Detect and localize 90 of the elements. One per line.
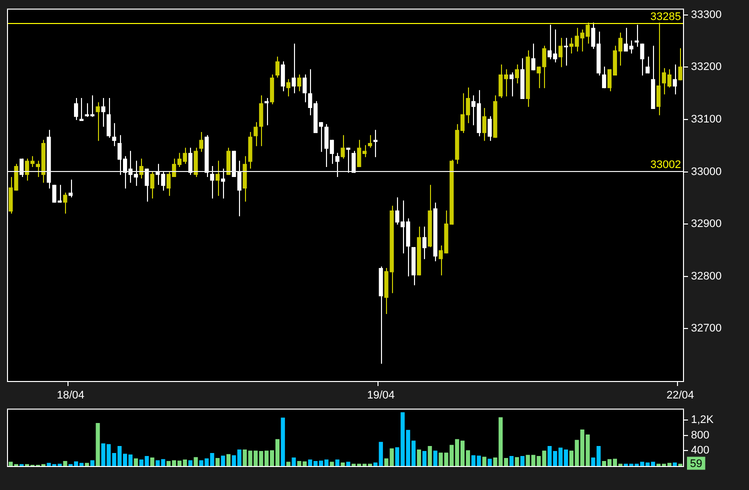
- candlestick: [292, 43, 296, 94]
- bar: [216, 458, 220, 466]
- bar: [340, 462, 345, 466]
- bar: [194, 457, 198, 466]
- y-tick-label: 32900: [691, 218, 722, 230]
- candlestick: [63, 192, 68, 214]
- candlestick: [106, 98, 111, 138]
- y-tick-label: 33300: [691, 8, 722, 21]
- candlestick: [564, 37, 568, 66]
- bar: [286, 462, 290, 466]
- y-tick-label: 33000: [691, 166, 722, 178]
- candlestick: [422, 226, 426, 260]
- candlestick: [482, 107, 486, 142]
- bar: [330, 462, 334, 466]
- candlestick: [531, 43, 536, 71]
- candlestick: [188, 147, 192, 176]
- y-tick-label: 1,2K: [691, 414, 714, 426]
- x-tick-label: 18/04: [56, 390, 84, 402]
- candlestick: [488, 116, 492, 142]
- candlestick: [509, 72, 514, 97]
- candlestick: [20, 158, 24, 178]
- bar: [84, 462, 89, 466]
- bar: [509, 456, 514, 466]
- x-tick-label: 19/04: [367, 390, 395, 402]
- candlestick: [302, 74, 307, 103]
- candlestick: [640, 43, 644, 76]
- candlestick: [68, 179, 73, 198]
- candlestick: [352, 150, 356, 174]
- bar: [220, 456, 226, 466]
- bar: [226, 454, 231, 466]
- candlestick: [373, 129, 378, 158]
- candlestick: [646, 56, 650, 74]
- bar: [672, 462, 677, 466]
- ref-line-label: 33002: [650, 159, 681, 172]
- bar: [433, 450, 438, 466]
- candlestick: [74, 98, 78, 120]
- candlestick: [144, 168, 149, 202]
- candlestick: [280, 60, 285, 92]
- candlestick: [558, 37, 563, 68]
- bar: [520, 456, 524, 466]
- candlestick: [210, 166, 214, 199]
- y-tick-label: 32700: [691, 322, 722, 335]
- candlestick: [216, 160, 220, 196]
- bar: [428, 446, 432, 466]
- candlestick: [514, 64, 520, 84]
- bar: [280, 418, 285, 466]
- candlestick: [259, 94, 264, 147]
- bar: [90, 460, 94, 466]
- candlestick: [286, 78, 290, 97]
- text: 59: [690, 458, 702, 470]
- candlestick: [79, 98, 84, 122]
- bar: [96, 423, 100, 466]
- candlestick: [254, 122, 258, 147]
- y-tick-label: 800: [691, 429, 710, 442]
- candlestick: [101, 98, 106, 128]
- bar: [422, 451, 426, 466]
- candlestick: [264, 98, 269, 126]
- candlestick: [150, 171, 154, 199]
- bar: [482, 456, 486, 466]
- bar: [188, 460, 192, 466]
- candlestick: [602, 66, 606, 89]
- candlestick: [297, 74, 302, 92]
- candlestick: [220, 168, 226, 199]
- bar: [134, 458, 138, 466]
- candlestick: [346, 147, 350, 174]
- candlestick: [672, 64, 677, 95]
- y-tick-label: 32800: [691, 270, 722, 282]
- candlestick: [678, 48, 682, 81]
- bar: [488, 458, 492, 466]
- candlestick: [340, 134, 345, 160]
- bar: [63, 461, 68, 466]
- candlestick: [656, 22, 661, 116]
- candlestick: [335, 152, 340, 178]
- y-tick-label: 33100: [691, 113, 722, 126]
- candlestick: [275, 56, 280, 78]
- x-tick-label: 22/04: [666, 390, 694, 402]
- bar: [416, 450, 422, 466]
- candlestick: [199, 132, 204, 152]
- bar: [150, 458, 154, 466]
- candlestick: [634, 24, 639, 48]
- candlestick: [96, 102, 100, 142]
- candlestick: [112, 122, 116, 147]
- bar: [514, 457, 520, 466]
- bar: [292, 458, 296, 466]
- bar: [335, 459, 340, 466]
- candlestick: [368, 134, 372, 148]
- bar: [346, 462, 350, 466]
- ref-line-label: 33285: [650, 11, 681, 24]
- y-tick-label: 400: [691, 444, 710, 457]
- y-tick-label: 33200: [691, 61, 722, 74]
